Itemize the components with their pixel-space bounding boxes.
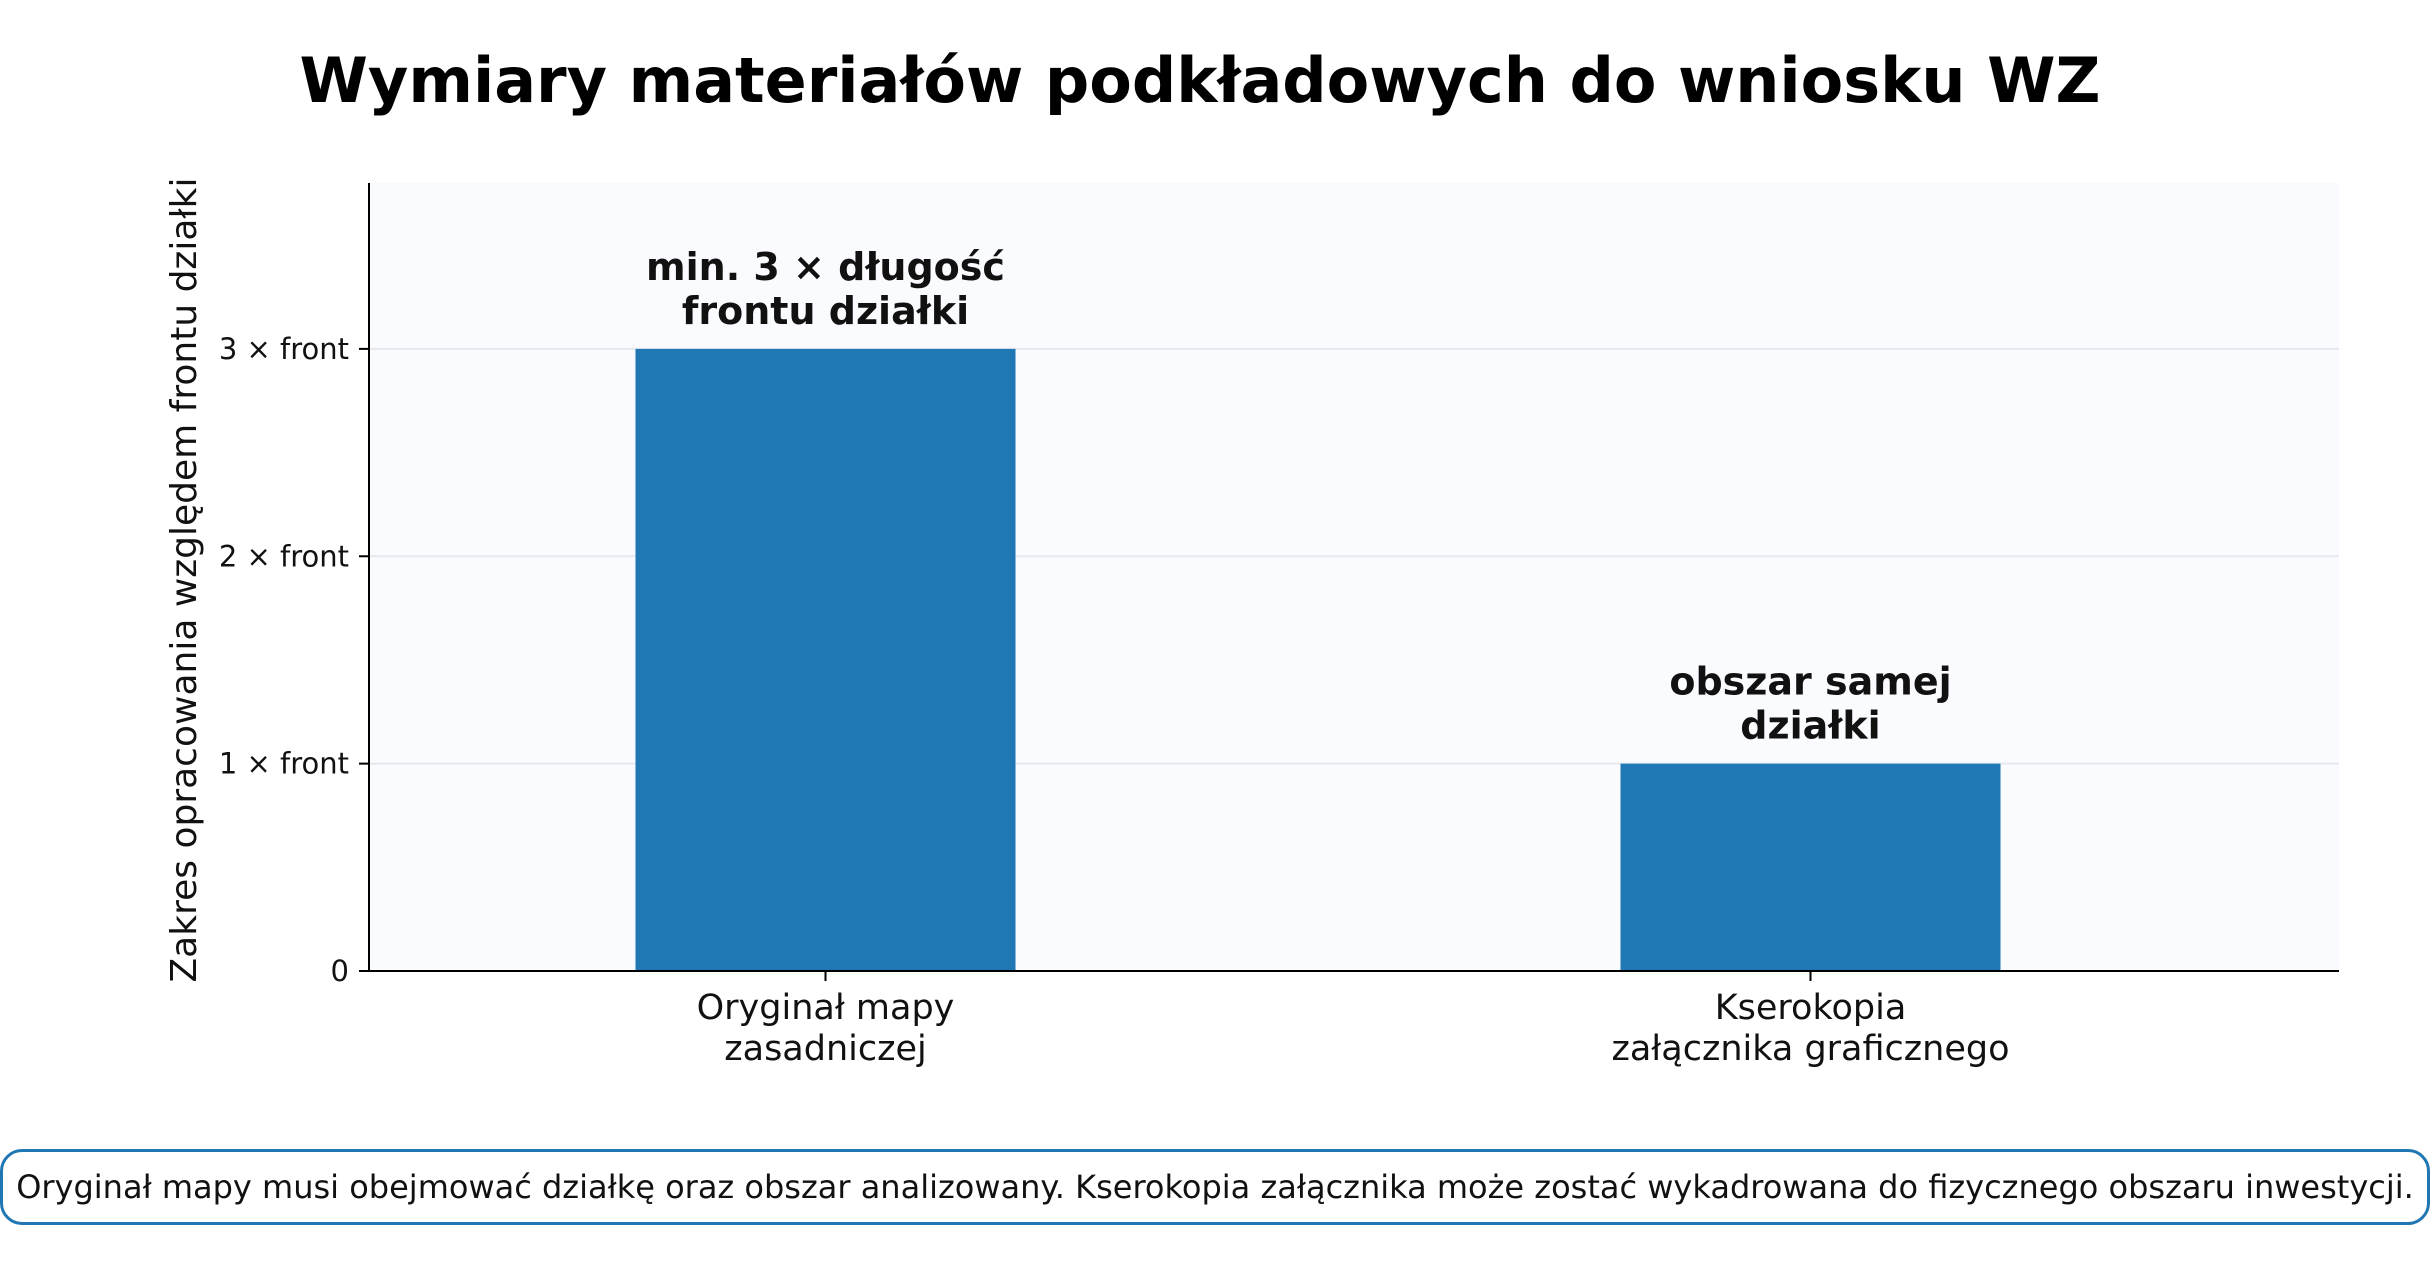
y-tick-label: 2 × front: [219, 539, 349, 573]
bar: [1620, 763, 2001, 971]
bar-value-label: obszar samej: [1669, 660, 1951, 704]
note-box: Oryginał mapy musi obejmować działkę ora…: [0, 1149, 2430, 1225]
y-tick-label: 3 × front: [219, 332, 349, 366]
y-axis-label: Zakres opracowania względem frontu dział…: [164, 178, 205, 983]
chart-title: Wymiary materiałów podkładowych do wnios…: [300, 44, 2101, 117]
bar-value-label: frontu działki: [682, 289, 969, 333]
y-tick-label: 1 × front: [219, 747, 349, 781]
bar-value-label: min. 3 × długość: [646, 245, 1005, 289]
x-tick-label: Oryginał mapy: [697, 988, 955, 1028]
x-tick-label: załącznika graficznego: [1611, 1029, 2009, 1069]
note-text: Oryginał mapy musi obejmować działkę ora…: [16, 1168, 2414, 1206]
bars: [635, 348, 2001, 971]
y-ticks: 0 1 × front 2 × front 3 × front: [219, 332, 369, 988]
bar: [635, 348, 1016, 971]
y-tick-label: 0: [331, 954, 349, 988]
x-tick-label: Kserokopia: [1715, 988, 1907, 1028]
x-tick-label: zasadniczej: [724, 1029, 927, 1069]
bar-value-label: działki: [1740, 704, 1880, 748]
